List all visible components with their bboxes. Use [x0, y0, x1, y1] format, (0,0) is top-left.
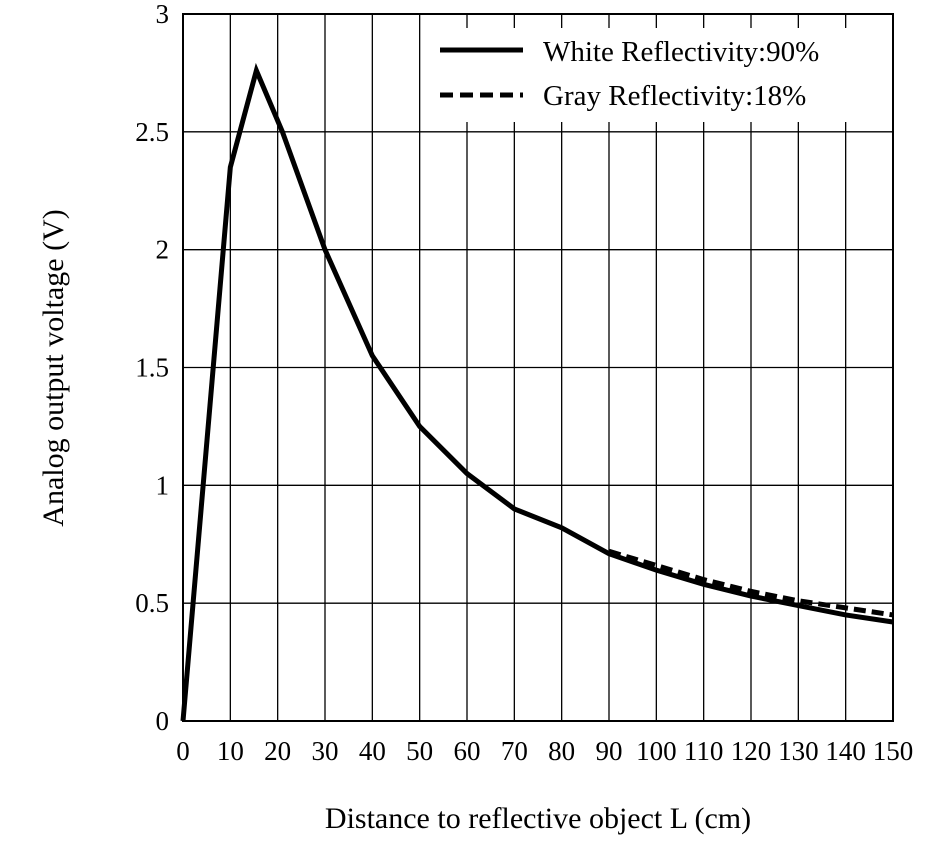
x-tick-label: 130: [778, 736, 819, 766]
y-axis-title: Analog output voltage (V): [37, 209, 70, 526]
x-tick-label: 120: [731, 736, 772, 766]
plot-frame: [182, 13, 894, 722]
x-tick-label: 50: [406, 736, 433, 766]
x-tick-label: 0: [176, 736, 190, 766]
x-tick-label: 100: [636, 736, 677, 766]
x-tick-label: 140: [825, 736, 866, 766]
y-tick-label: 2.5: [135, 117, 169, 147]
y-tick-label: 3: [156, 0, 170, 29]
y-tick-label: 1.5: [135, 353, 169, 383]
x-tick-label: 70: [501, 736, 528, 766]
y-tick-label: 2: [156, 235, 170, 265]
x-tick-label: 110: [684, 736, 724, 766]
legend-label-gray: Gray Reflectivity:18%: [543, 80, 806, 112]
x-tick-label: 30: [312, 736, 339, 766]
x-axis-title: Distance to reflective object L (cm): [325, 802, 751, 835]
x-tick-label: 10: [217, 736, 244, 766]
x-tick-label: 60: [454, 736, 481, 766]
y-tick-labels: 0 0.5 1 1.5 2 2.5 3: [135, 0, 169, 736]
y-tick-label: 0.5: [135, 588, 169, 618]
series-line-gray: [608, 548, 894, 618]
x-tick-labels: 0 10 20 30 40 50 60 70 80 90 100 110 120 130 140 150: [176, 736, 913, 766]
y-tick-label: 0: [156, 706, 170, 736]
x-tick-label: 20: [264, 736, 291, 766]
x-tick-label: 80: [548, 736, 575, 766]
x-tick-label: 90: [596, 736, 623, 766]
series-line-white: [180, 62, 894, 722]
legend: White Reflectivity:90% Gray Reflectivity…: [425, 28, 887, 122]
legend-label-white: White Reflectivity:90%: [543, 36, 819, 68]
series-layer: [180, 62, 894, 722]
x-tick-label: 40: [359, 736, 386, 766]
legend-box: [425, 28, 887, 122]
y-tick-label: 1: [156, 470, 170, 500]
x-tick-label: 150: [873, 736, 914, 766]
